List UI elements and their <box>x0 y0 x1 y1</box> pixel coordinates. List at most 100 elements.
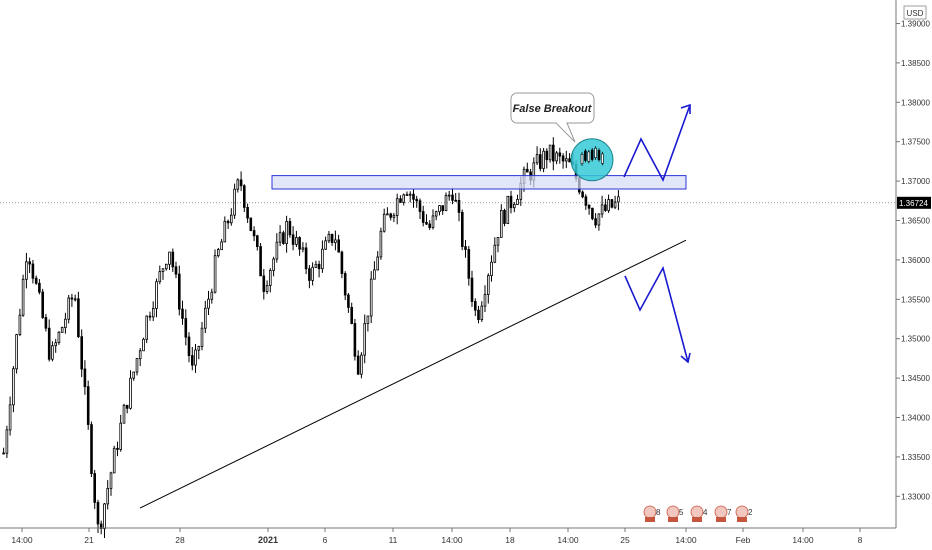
bull-candle <box>129 377 132 409</box>
bull-candle <box>366 315 370 324</box>
bull-candle <box>213 255 217 293</box>
bear-candle <box>353 323 357 357</box>
bull-candle <box>138 350 142 360</box>
bull-candle <box>142 338 145 352</box>
callout-box <box>510 92 595 124</box>
bull-candle <box>103 503 106 530</box>
bull-candle <box>265 285 269 292</box>
bear-candle <box>539 154 542 169</box>
x-tick-label: 11 <box>389 535 398 545</box>
y-tick-label: 1.37500 <box>901 138 930 147</box>
flag-base <box>737 517 747 522</box>
bear-candle <box>591 207 594 220</box>
bear-candle <box>594 218 597 226</box>
candle-body <box>580 154 584 165</box>
bear-candle <box>412 193 415 200</box>
bear-candle <box>259 246 262 277</box>
bull-candle <box>373 269 376 280</box>
bull-candle <box>18 314 22 336</box>
bull-candle <box>431 215 435 228</box>
bearish-projection-arrow[interactable] <box>624 265 689 363</box>
flag-base <box>645 517 655 522</box>
bear-candle <box>317 263 321 270</box>
bear-candle <box>337 239 340 253</box>
bullish-projection-arrow-head <box>680 103 691 114</box>
bull-candle <box>360 354 363 375</box>
current-price-label: 1.36724 <box>897 196 931 209</box>
bull-candle <box>8 404 12 431</box>
bull-candle <box>434 211 438 217</box>
candles-layer <box>2 137 620 538</box>
bull-candle <box>490 261 493 277</box>
bear-candle <box>177 273 181 310</box>
bull-candle <box>555 152 558 162</box>
event-flag[interactable]: 2 <box>735 505 753 522</box>
event-flag[interactable]: 8 <box>643 505 661 522</box>
currency-badge: USD <box>903 5 927 20</box>
resistance-zone[interactable] <box>271 175 687 190</box>
bull-candle <box>327 233 331 242</box>
bull-candle <box>314 263 318 268</box>
bear-candle <box>31 263 35 279</box>
event-flag[interactable]: 7 <box>714 505 732 522</box>
y-tick-label: 1.34500 <box>901 374 930 383</box>
event-flag[interactable]: 5 <box>666 505 684 522</box>
bull-candle <box>334 239 337 243</box>
candle-body <box>601 153 604 164</box>
bull-candle <box>321 248 324 270</box>
bullish-projection-arrow[interactable] <box>623 104 691 182</box>
bull-candle <box>600 204 604 215</box>
x-tick-label: 14:00 <box>11 535 33 545</box>
event-flag[interactable]: 4 <box>690 505 708 522</box>
bear-candle <box>304 247 308 270</box>
bull-candle <box>106 487 110 505</box>
bull-candle <box>275 241 279 260</box>
bull-candle <box>392 214 396 218</box>
bull-candle <box>278 232 282 243</box>
x-tick-label: 2021 <box>258 535 278 545</box>
bull-candle <box>402 194 405 203</box>
bear-candle <box>282 232 285 244</box>
bear-candle <box>249 217 253 231</box>
bull-candle <box>382 213 386 232</box>
bear-candle <box>545 150 549 161</box>
x-tick-label: 6 <box>323 535 328 545</box>
bear-candle <box>298 237 301 250</box>
bear-candle <box>473 301 477 311</box>
bull-candle <box>480 305 484 321</box>
bear-candle <box>460 211 464 247</box>
bear-candle <box>125 404 129 409</box>
bear-candle <box>148 315 152 318</box>
bull-candle <box>200 327 204 347</box>
x-tick-label: 25 <box>620 535 630 545</box>
bear-candle <box>347 294 350 308</box>
x-tick-label: 14:00 <box>675 535 697 545</box>
bull-candle <box>607 199 610 211</box>
flag-base <box>692 517 702 522</box>
bull-candle <box>295 237 298 245</box>
bull-candle <box>408 193 412 196</box>
y-tick-label: 1.39000 <box>901 20 930 29</box>
bull-candle <box>168 251 171 265</box>
y-tick-label: 1.33000 <box>901 492 930 501</box>
bull-candle <box>135 358 139 373</box>
bear-candle <box>457 199 461 213</box>
bull-candle <box>285 220 288 244</box>
bear-candle <box>604 204 607 211</box>
trendline[interactable] <box>139 239 687 509</box>
bear-candle <box>44 317 48 329</box>
bull-candle <box>12 368 15 406</box>
bull-candle <box>548 144 552 161</box>
y-tick-label: 1.33500 <box>901 453 930 462</box>
bear-candle <box>610 199 614 208</box>
bull-candle <box>158 271 162 283</box>
flag-code: 8 <box>656 508 661 517</box>
bear-candle <box>77 298 80 338</box>
price-tag-text: 1.36724 <box>899 199 928 208</box>
bear-candle <box>34 277 38 284</box>
bear-candle <box>399 198 402 203</box>
bull-candle <box>161 268 165 272</box>
callout[interactable]: False Breakout <box>510 92 595 143</box>
x-tick-label: 14:00 <box>441 535 463 545</box>
